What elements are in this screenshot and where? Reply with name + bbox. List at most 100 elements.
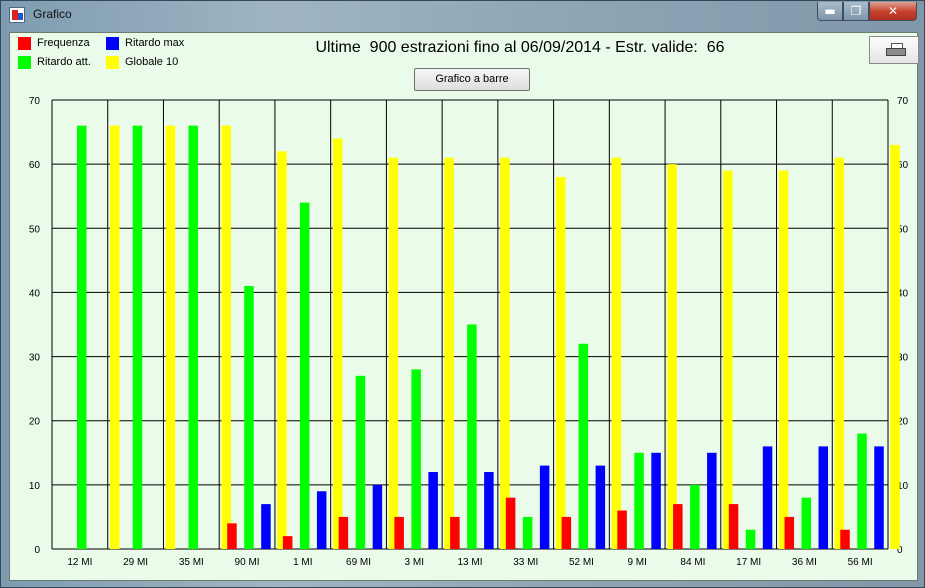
bar-frequenza <box>505 497 516 549</box>
y-tick-label-left: 60 <box>29 160 41 171</box>
bar-ritardo-att <box>355 375 366 549</box>
x-tick-label: 35 MI <box>179 557 204 568</box>
minimize-button[interactable]: ▬ <box>817 2 843 21</box>
bar-ritardo-att <box>244 286 254 549</box>
y-tick-label-right: 30 <box>897 353 909 364</box>
bar-frequenza <box>227 523 237 549</box>
bar-ritardo-att <box>188 125 198 550</box>
bar-frequenza <box>617 510 627 549</box>
bar-ritardo-max <box>372 484 383 549</box>
app-icon <box>9 7 25 23</box>
bar-ritardo-max <box>539 465 550 549</box>
legend-swatch-frequenza <box>18 37 31 50</box>
x-tick-label: 90 MI <box>235 557 260 568</box>
x-tick-label: 29 MI <box>123 557 148 568</box>
y-tick-label-left: 40 <box>29 288 41 299</box>
bar-frequenza <box>394 516 404 549</box>
x-tick-label: 1 MI <box>293 557 312 568</box>
bar-globale <box>555 176 566 549</box>
legend-label-globale: Globale 10 <box>125 56 179 68</box>
y-tick-label-left: 20 <box>29 417 41 428</box>
bar-ritardo-max <box>428 472 438 549</box>
bar-chart: 0 0 10 10 20 20 30 30 40 40 50 50 60 60 70 70 12 MI 29 MI… <box>29 96 909 568</box>
bar-globale <box>834 157 845 549</box>
x-tick-label: 69 MI <box>346 557 371 568</box>
bar-frequenza <box>282 536 293 549</box>
bar-ritardo-att <box>299 202 310 549</box>
y-tick-label-right: 20 <box>897 417 909 428</box>
x-tick-label: 17 MI <box>736 557 761 568</box>
bar-ritardo-max <box>762 446 773 549</box>
bar-frequenza <box>728 504 739 549</box>
bar-globale <box>444 157 454 549</box>
x-tick-label: 9 MI <box>627 557 646 568</box>
bar-globale <box>165 125 176 550</box>
bar-ritardo-max <box>707 452 717 549</box>
y-tick-label-left: 70 <box>29 96 41 107</box>
bar-ritardo-att <box>690 484 700 549</box>
printer-icon <box>886 43 906 57</box>
x-tick-label: 84 MI <box>680 557 705 568</box>
bar-ritardo-att <box>522 516 533 549</box>
y-tick-label-left: 50 <box>29 224 41 235</box>
bar-ritardo-att <box>77 125 87 550</box>
bar-ritardo-max <box>818 446 829 549</box>
bar-ritardo-att <box>467 324 477 549</box>
bar-globale <box>778 170 789 550</box>
bar-globale <box>611 157 622 549</box>
print-button[interactable] <box>869 36 919 64</box>
bar-ritardo-att <box>801 497 812 549</box>
bar-ritardo-max <box>651 452 661 549</box>
bar-frequenza <box>561 516 572 549</box>
y-tick-label-right: 50 <box>897 224 909 235</box>
bar-ritardo-att <box>745 529 756 549</box>
legend-swatch-globale <box>106 56 119 69</box>
bar-frequenza <box>450 516 460 549</box>
bar-globale <box>723 170 733 550</box>
bar-globale <box>890 144 900 549</box>
legend-label-ritardo-max: Ritardo max <box>125 37 185 49</box>
bar-frequenza <box>673 504 683 549</box>
legend-swatch-ritardo-max <box>106 37 119 50</box>
x-tick-label: 33 MI <box>513 557 538 568</box>
close-button[interactable]: ✕ <box>869 2 917 21</box>
bar-globale <box>667 164 677 549</box>
bar-ritardo-att <box>857 433 867 549</box>
legend-label-frequenza: Frequenza <box>37 37 90 49</box>
y-tick-label-left: 30 <box>29 353 41 364</box>
bar-globale <box>388 157 399 549</box>
bar-globale <box>221 125 231 550</box>
chart-heading: Ultime 900 estrazioni fino al 06/09/2014… <box>315 39 725 56</box>
bar-ritardo-max <box>484 472 494 549</box>
bar-ritardo-att <box>634 452 644 549</box>
bar-ritardo-att <box>578 343 589 549</box>
x-tick-label: 12 MI <box>67 557 92 568</box>
x-tick-label: 13 MI <box>457 557 482 568</box>
window-title: Grafico <box>33 7 72 21</box>
bar-frequenza <box>784 516 795 549</box>
y-tick-label-right: 10 <box>897 481 909 492</box>
bar-ritardo-att <box>411 369 421 549</box>
x-tick-label: 52 MI <box>569 557 594 568</box>
bar-ritardo-max <box>316 491 327 549</box>
chart-panel: Frequenza Ritardo max Ritardo att. Globa… <box>9 32 919 581</box>
bar-globale <box>332 138 343 549</box>
y-tick-label-left: 0 <box>34 545 40 556</box>
y-tick-label-right: 60 <box>897 160 909 171</box>
bar-globale <box>277 151 287 550</box>
bar-chart-button[interactable]: Grafico a barre <box>414 68 530 91</box>
title-bar[interactable]: Grafico ▬ ❐ ✕ <box>1 1 924 27</box>
bar-ritardo-att <box>132 125 143 550</box>
x-tick-label: 56 MI <box>848 557 873 568</box>
maximize-button[interactable]: ❐ <box>843 2 869 21</box>
legend-swatch-ritardo-att <box>18 56 31 69</box>
x-tick-label: 36 MI <box>792 557 817 568</box>
bar-ritardo-max <box>874 446 884 549</box>
bar-frequenza <box>840 529 850 549</box>
x-tick-label: 3 MI <box>405 557 424 568</box>
y-tick-label-left: 10 <box>29 481 41 492</box>
bar-frequenza <box>338 516 349 549</box>
bar-globale <box>110 125 120 550</box>
y-tick-label-right: 40 <box>897 288 909 299</box>
